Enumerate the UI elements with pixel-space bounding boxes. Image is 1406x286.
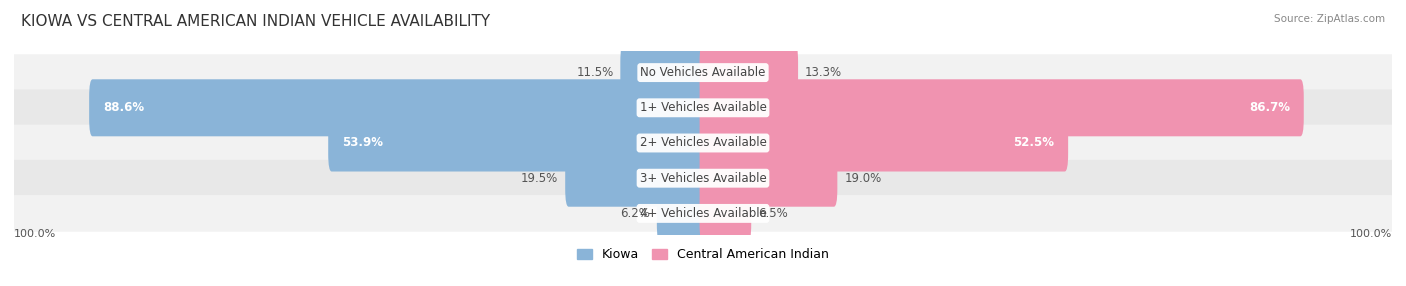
Text: 86.7%: 86.7% (1249, 101, 1289, 114)
Text: 6.5%: 6.5% (758, 207, 787, 220)
Legend: Kiowa, Central American Indian: Kiowa, Central American Indian (578, 248, 828, 261)
Text: 3+ Vehicles Available: 3+ Vehicles Available (640, 172, 766, 185)
Text: 19.5%: 19.5% (522, 172, 558, 185)
FancyBboxPatch shape (14, 125, 1392, 161)
FancyBboxPatch shape (700, 185, 751, 242)
FancyBboxPatch shape (700, 114, 1069, 172)
Text: 53.9%: 53.9% (342, 136, 382, 150)
Text: 100.0%: 100.0% (14, 229, 56, 239)
Text: No Vehicles Available: No Vehicles Available (640, 66, 766, 79)
FancyBboxPatch shape (14, 54, 1392, 91)
Text: 88.6%: 88.6% (103, 101, 143, 114)
Text: 100.0%: 100.0% (1350, 229, 1392, 239)
Text: 11.5%: 11.5% (576, 66, 613, 79)
FancyBboxPatch shape (14, 90, 1392, 126)
Text: 6.2%: 6.2% (620, 207, 650, 220)
FancyBboxPatch shape (14, 195, 1392, 232)
FancyBboxPatch shape (89, 79, 706, 136)
Text: 1+ Vehicles Available: 1+ Vehicles Available (640, 101, 766, 114)
Text: 52.5%: 52.5% (1014, 136, 1054, 150)
Text: KIOWA VS CENTRAL AMERICAN INDIAN VEHICLE AVAILABILITY: KIOWA VS CENTRAL AMERICAN INDIAN VEHICLE… (21, 14, 491, 29)
Text: Source: ZipAtlas.com: Source: ZipAtlas.com (1274, 14, 1385, 24)
Text: 13.3%: 13.3% (806, 66, 842, 79)
FancyBboxPatch shape (700, 44, 799, 101)
FancyBboxPatch shape (620, 44, 706, 101)
Text: 4+ Vehicles Available: 4+ Vehicles Available (640, 207, 766, 220)
FancyBboxPatch shape (700, 150, 838, 207)
Text: 19.0%: 19.0% (844, 172, 882, 185)
FancyBboxPatch shape (565, 150, 706, 207)
FancyBboxPatch shape (328, 114, 706, 172)
FancyBboxPatch shape (14, 160, 1392, 196)
FancyBboxPatch shape (700, 79, 1303, 136)
FancyBboxPatch shape (657, 185, 706, 242)
Text: 2+ Vehicles Available: 2+ Vehicles Available (640, 136, 766, 150)
